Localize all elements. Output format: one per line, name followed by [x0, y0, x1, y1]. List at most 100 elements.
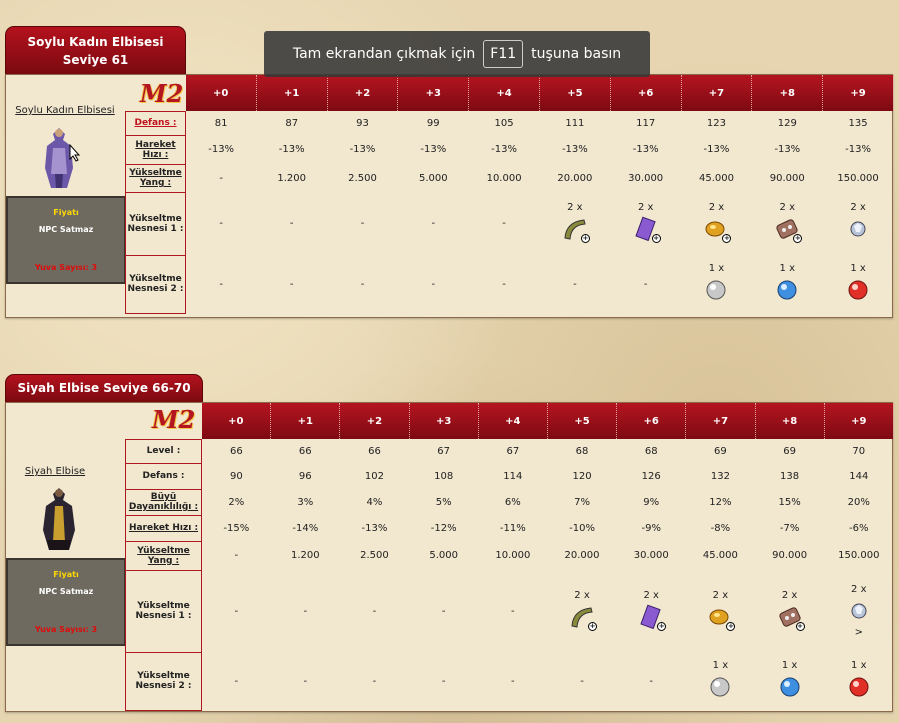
cell: - [234, 605, 239, 617]
cell: -13% [491, 144, 517, 155]
cell: 87 [285, 117, 299, 129]
cell: 1.200 [277, 172, 307, 184]
material-cell: 2 x + [617, 570, 686, 652]
cell: -13% [561, 144, 588, 155]
cell: 68 [644, 445, 658, 457]
horn-icon[interactable]: + [569, 604, 598, 631]
red-orb-icon[interactable] [846, 674, 872, 700]
cell: 132 [710, 470, 730, 482]
cell: -8% [710, 522, 731, 534]
leather-piece-icon[interactable]: + [777, 604, 805, 631]
upgrade-yang-label[interactable]: Yükseltme Yang : [125, 163, 186, 193]
cell: 2.500 [348, 172, 377, 184]
crystal-icon[interactable] [846, 598, 872, 624]
cell: - [431, 278, 436, 290]
upgrade-yang-label-text[interactable]: Yükseltme Yang : [137, 545, 190, 566]
magic-resistance-label[interactable]: Büyü Dayanıklılığı : [125, 488, 202, 516]
cell: 111 [565, 117, 585, 129]
fullscreen-text-after: tuşuna basın [531, 46, 622, 62]
cell: 3% [297, 496, 314, 508]
material-cell: 1 x [752, 255, 823, 313]
silver-orb-icon[interactable] [707, 674, 733, 700]
material2-label: Yükseltme Nesnesi 2 : [125, 651, 202, 711]
horn-icon[interactable]: + [562, 216, 590, 243]
black-robe-icon [43, 488, 75, 550]
silver-orb-icon[interactable] [703, 277, 729, 303]
upgrade-yang-row: Yükseltme Yang : - 1.200 2.500 5.000 10.… [125, 163, 894, 193]
defense-label[interactable]: Defans : [125, 110, 186, 136]
cell: - [360, 278, 365, 290]
blue-orb-icon[interactable] [777, 674, 803, 700]
material-cell: 1 x [755, 652, 824, 710]
upgrade-yang-label-text[interactable]: Yükseltme Yang : [129, 168, 182, 188]
upgrade-yang-label[interactable]: Yükseltme Yang : [125, 540, 202, 571]
cell: 126 [641, 470, 661, 482]
material-cell: 1 x [823, 255, 894, 313]
metin2-logo: M2 [152, 405, 196, 434]
level-label: Level : [125, 438, 202, 464]
magic-resistance-label-text[interactable]: Büyü Dayanıklılığı : [128, 492, 199, 512]
level-row: Level : 66 66 66 67 67 68 68 69 69 70 [125, 438, 894, 464]
cell: 81 [214, 117, 228, 129]
upgrade-yang-row: Yükseltme Yang : - 1.200 2.500 5.000 10.… [125, 540, 894, 571]
material-cell: 2 x + [610, 192, 681, 255]
header-row: +0 +1 +2 +3 +4 +5 +6 +7 +8 +9 [126, 75, 894, 111]
cell: 105 [494, 117, 514, 129]
cell: 96 [298, 470, 312, 482]
leather-piece-icon[interactable]: + [774, 216, 803, 243]
more-indicator: > [854, 627, 863, 638]
movement-speed-row: Hareket Hızı : -13% -13% -13% -13% -13% … [125, 134, 894, 165]
cell: -10% [569, 522, 595, 534]
material-count: 2 x [567, 202, 583, 213]
material-cell: 2 x [823, 192, 894, 255]
level-header: +7 [681, 75, 753, 111]
movement-speed-label[interactable]: Hareket Hızı : [125, 514, 202, 542]
level-header: +3 [397, 75, 470, 111]
cell: -13% [278, 144, 305, 155]
material-cell: 2 x + [681, 192, 752, 255]
cell: 108 [434, 470, 454, 482]
cell: 15% [778, 496, 801, 508]
material-cell: 2 x > [824, 570, 893, 652]
cell: - [219, 278, 223, 290]
material-count: 2 x [574, 589, 590, 601]
crystal-icon[interactable] [845, 216, 871, 242]
cell: -13% [420, 144, 447, 155]
cell: 66 [298, 445, 312, 457]
cell: 2% [228, 496, 245, 508]
section-title-line1: Siyah Elbise Seviye 66-70 [17, 381, 191, 395]
socket-count: Yuva Sayısı: 3 [34, 625, 98, 634]
movement-speed-label[interactable]: Hareket Hızı : [125, 134, 186, 165]
plus-icon: + [726, 621, 736, 631]
cell: - [649, 675, 654, 687]
cell: -13% [703, 144, 730, 155]
scroll-icon[interactable]: + [633, 216, 661, 243]
item-name-link[interactable]: Soylu Kadın Elbisesi [15, 105, 115, 116]
cell: - [372, 675, 377, 687]
cell: 20.000 [564, 550, 600, 561]
material-count: 1 x [779, 262, 795, 274]
material-count: 1 x [708, 262, 725, 274]
defense-label-text[interactable]: Defans : [134, 118, 177, 128]
cell: 7% [574, 496, 590, 508]
scroll-icon[interactable]: + [638, 604, 667, 631]
movement-speed-label-text[interactable]: Hareket Hızı : [135, 139, 176, 160]
level-header: +4 [468, 75, 540, 111]
material-count: 2 x [708, 202, 725, 213]
item-name-link[interactable]: Siyah Elbise [24, 466, 86, 477]
cell: 45.000 [698, 172, 734, 184]
red-orb-icon[interactable] [845, 277, 871, 303]
level-header: +0 [185, 75, 257, 111]
material-count: 2 x [779, 202, 795, 213]
cell: -15% [223, 522, 250, 534]
amber-gem-icon[interactable]: + [703, 216, 732, 243]
cell: - [502, 278, 506, 290]
amber-gem-icon[interactable]: + [707, 604, 736, 631]
cell: - [303, 605, 308, 617]
price-label: Fiyatı [53, 208, 79, 217]
armor-female-icon [45, 128, 73, 188]
cell: 90.000 [772, 550, 808, 561]
movement-speed-label-text[interactable]: Hareket Hızı : [128, 523, 199, 533]
blue-orb-icon[interactable] [774, 277, 800, 303]
material2-row: Yükseltme Nesnesi 2 : - - - - - - - 1 x … [125, 254, 894, 314]
